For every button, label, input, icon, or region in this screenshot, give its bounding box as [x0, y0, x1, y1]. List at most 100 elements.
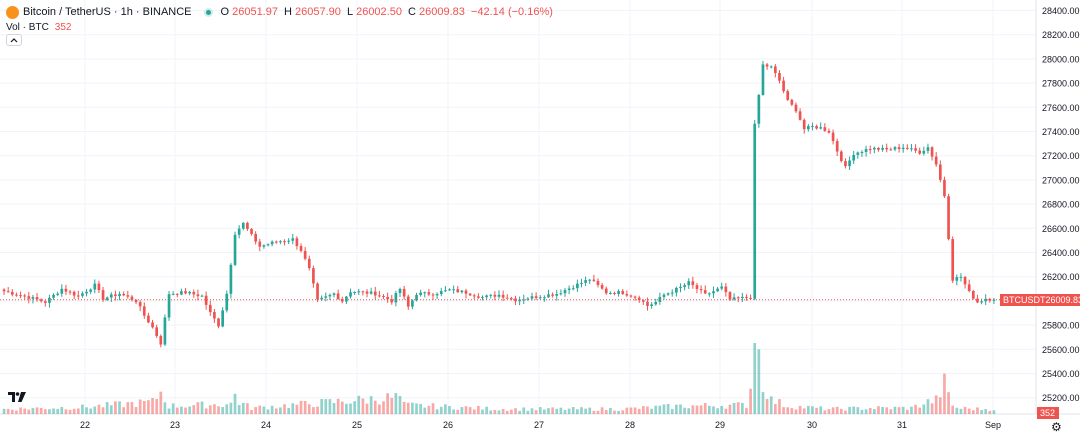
- collapse-legend-button[interactable]: [6, 34, 22, 46]
- candle-body: [204, 295, 208, 305]
- volume-bar: [114, 401, 117, 414]
- volume-bar: [357, 395, 361, 414]
- volume-bar: [365, 403, 369, 414]
- volume-bar: [122, 407, 126, 414]
- candle-body: [208, 304, 212, 313]
- candle-body: [679, 287, 682, 289]
- volume-bar: [369, 396, 373, 414]
- candle-body: [345, 296, 348, 302]
- volume-bar: [518, 410, 521, 414]
- candle-body: [893, 147, 897, 150]
- tradingview-logo-icon[interactable]: [8, 392, 26, 402]
- volume-bar: [745, 408, 748, 414]
- candle-body: [180, 291, 183, 295]
- candle-body: [806, 126, 810, 130]
- volume-bar: [806, 405, 810, 414]
- volume-bar: [753, 343, 757, 414]
- volume-bar: [650, 408, 653, 414]
- volume-bar: [988, 410, 992, 414]
- time-tick-label: 24: [261, 420, 271, 430]
- volume-bar: [39, 407, 43, 414]
- candle-body: [171, 293, 175, 295]
- candle-body: [848, 160, 851, 167]
- volume-bar: [505, 410, 509, 414]
- volume-bar: [844, 410, 847, 414]
- candle-body: [592, 279, 596, 281]
- candle-body: [736, 297, 740, 299]
- candle-body: [349, 292, 352, 297]
- market-status-icon[interactable]: [203, 7, 213, 17]
- volume-bar: [2, 408, 6, 414]
- volume-bar: [221, 407, 225, 414]
- volume-bar: [856, 407, 860, 414]
- time-tick-label: 29: [715, 420, 725, 430]
- candle-body: [543, 297, 546, 299]
- candle-body: [654, 301, 658, 305]
- candle-body: [390, 299, 394, 303]
- volume-bar: [89, 408, 93, 414]
- volume-bar: [798, 405, 802, 414]
- volume-bar: [163, 402, 167, 414]
- candle-body: [233, 234, 237, 265]
- candle-body: [295, 238, 299, 246]
- candle-body: [782, 80, 785, 92]
- symbol-title[interactable]: Bitcoin / TetherUS · 1h · BINANCE: [23, 6, 192, 18]
- candle-body: [122, 293, 126, 296]
- volume-bar: [543, 409, 546, 414]
- volume-bar: [147, 400, 150, 414]
- candle-body: [109, 294, 113, 298]
- candle-body: [56, 293, 60, 295]
- candle-body: [373, 291, 377, 296]
- volume-bar: [423, 407, 427, 414]
- candle-body: [130, 296, 134, 300]
- volume-bar: [192, 405, 196, 414]
- chevron-up-icon: [10, 38, 18, 43]
- volume-label: Vol · BTC: [6, 21, 49, 33]
- bitcoin-logo-icon: [6, 5, 19, 19]
- volume-bar: [872, 409, 876, 414]
- candle-body: [254, 233, 257, 242]
- candle-body: [753, 123, 757, 299]
- volume-bar: [464, 406, 468, 414]
- volume-bar: [287, 407, 290, 414]
- volume-bar: [642, 406, 645, 414]
- candle-body: [881, 147, 884, 150]
- volume-bar: [105, 402, 109, 414]
- candle-body: [666, 293, 670, 295]
- volume-bar: [241, 402, 245, 414]
- candle-body: [299, 245, 303, 251]
- volume-bar: [398, 396, 402, 414]
- volume-bar: [963, 406, 967, 414]
- candle-body: [72, 291, 76, 296]
- volume-bars: [2, 343, 996, 414]
- candle-body: [699, 288, 703, 291]
- volume-bar: [522, 407, 526, 414]
- symbol-legend: Bitcoin / TetherUS · 1h · BINANCE O 26051…: [6, 4, 556, 20]
- volume-bar: [514, 408, 517, 414]
- volume-bar: [802, 408, 806, 414]
- volume-bar: [658, 405, 662, 414]
- volume-bar: [188, 406, 192, 414]
- candle-body: [547, 294, 550, 298]
- candle-body: [971, 290, 975, 299]
- candle-body: [468, 293, 472, 296]
- gear-icon: ⚙: [1051, 420, 1062, 434]
- volume-bar: [567, 408, 571, 414]
- candle-body: [625, 293, 629, 296]
- candle-body: [720, 286, 724, 289]
- volume-bar: [600, 407, 604, 414]
- volume-bar: [142, 400, 146, 414]
- candle-body: [10, 292, 14, 295]
- candle-body: [456, 289, 460, 293]
- high-label: H: [284, 6, 292, 18]
- candle-body: [613, 292, 616, 294]
- candle-body: [320, 297, 323, 300]
- ohlc-values: O 26051.97 H 26057.90 L 26002.50 C 26009.83 …: [221, 6, 556, 18]
- candle-body: [439, 291, 443, 294]
- chart-settings-button[interactable]: ⚙: [1051, 420, 1062, 434]
- volume-legend[interactable]: Vol · BTC 352: [6, 20, 71, 34]
- candle-body: [732, 297, 736, 300]
- candle-body: [477, 296, 480, 298]
- volume-bar: [213, 404, 216, 414]
